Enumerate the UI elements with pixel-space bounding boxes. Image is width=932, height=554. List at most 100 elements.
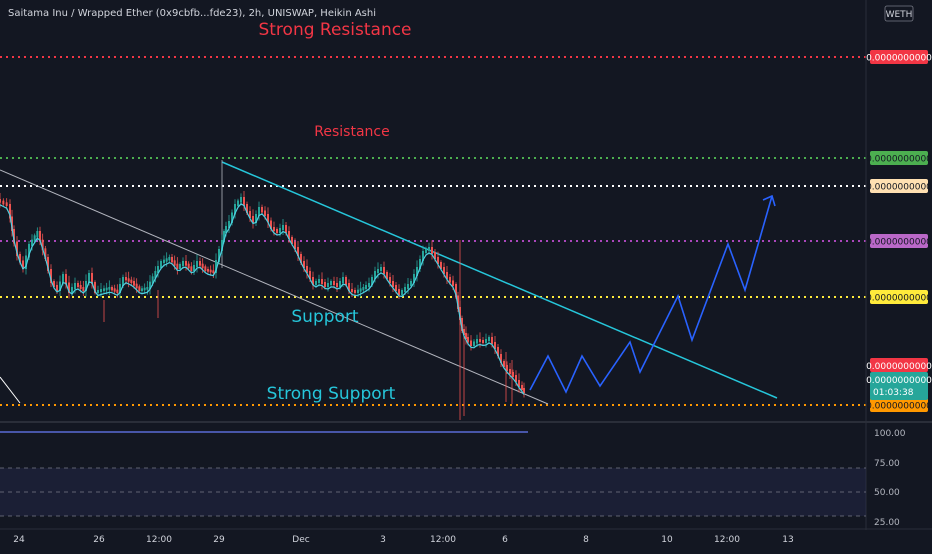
candle-body	[228, 221, 230, 228]
time-axis-label: 13	[782, 535, 793, 545]
candle-body	[374, 271, 376, 279]
candle-body	[249, 211, 251, 218]
candle-body	[5, 202, 8, 206]
candle-body	[127, 278, 130, 282]
candle-body	[77, 283, 79, 287]
candle-body	[291, 237, 293, 244]
candle-body	[119, 284, 121, 293]
candle-body	[39, 231, 41, 242]
candle-body	[246, 204, 248, 213]
symbol-title[interactable]: Saitama Inu / Wrapped Ether (0x9cbfb...f…	[8, 8, 376, 19]
candle-body	[149, 281, 151, 289]
candle-body	[82, 287, 85, 291]
candle-body	[512, 372, 514, 377]
candle-body	[68, 282, 70, 293]
last-price-red-badge	[870, 358, 928, 372]
oscillator-scale-label: 25.00	[874, 518, 900, 528]
white-level-badge	[870, 179, 928, 193]
candle-body	[485, 339, 487, 343]
time-axis-label: 29	[213, 535, 225, 545]
candle-body	[431, 247, 433, 254]
candle-body	[297, 247, 299, 256]
candle-body	[223, 231, 225, 242]
candle-body	[225, 226, 227, 233]
candle-body	[187, 263, 190, 269]
time-axis-label: 10	[661, 535, 673, 545]
candle-body	[41, 239, 44, 251]
strong-support-badge-text: 0.0000000000	[866, 402, 932, 412]
candle-body	[71, 287, 73, 293]
support-label: Support	[291, 307, 359, 327]
candle-body	[65, 274, 67, 285]
candle-body	[182, 261, 184, 266]
candle-body	[428, 247, 430, 251]
candle-body	[518, 380, 520, 387]
candle-body	[386, 272, 388, 279]
candle-body	[491, 337, 493, 344]
candle-body	[36, 231, 39, 238]
bar-countdown: 01:03:38	[873, 388, 914, 398]
candle-body	[62, 274, 64, 284]
candle-body	[218, 249, 220, 262]
candle-body	[264, 210, 266, 216]
candle-body	[446, 272, 448, 279]
candle-body	[336, 283, 338, 287]
descending-trendline	[221, 161, 778, 399]
support-badge	[870, 290, 928, 304]
candle-body	[111, 287, 113, 291]
moving-average-line	[0, 203, 525, 395]
candle-body	[201, 263, 204, 269]
candle-body	[342, 277, 344, 283]
candle-body	[407, 284, 409, 289]
candle-body	[9, 204, 11, 219]
candle-body	[50, 269, 52, 283]
candle-body	[440, 262, 442, 269]
candle-body	[368, 283, 370, 287]
candle-body	[285, 225, 287, 233]
candle-body	[276, 229, 278, 233]
time-axis-label: 6	[502, 535, 508, 545]
purple-level-badge-text: 0.0000000000	[866, 238, 932, 248]
time-axis[interactable]: 24 26 12:00 29 Dec 3 12:00 6 8 10 12:00 13	[13, 535, 793, 545]
candle-body	[22, 260, 24, 269]
candle-body	[13, 229, 15, 244]
strong-resistance-badge-text: 0.0000000000	[866, 54, 932, 64]
candle-body	[56, 285, 58, 291]
candle-body	[457, 295, 459, 309]
candle-body	[330, 281, 332, 285]
level-badges: 0.0000000000 0.0000000000 0.0000000000 0.00…	[866, 50, 932, 412]
candle-body	[179, 264, 181, 269]
candle-body	[141, 288, 143, 291]
candle-body	[523, 388, 525, 393]
candle-body	[389, 277, 391, 283]
candle-body	[357, 289, 359, 293]
candle-body	[503, 361, 505, 367]
candle-body	[113, 288, 116, 292]
candle-body	[461, 318, 463, 331]
candle-body	[398, 289, 400, 295]
candle-body	[345, 277, 347, 285]
candle-body	[303, 261, 305, 268]
candle-body	[377, 269, 379, 273]
candle-body	[410, 281, 412, 286]
quote-currency-badge[interactable]	[884, 5, 914, 22]
candle-body	[494, 342, 496, 349]
candle-body	[413, 274, 415, 283]
price-scale[interactable]	[866, 0, 932, 530]
candle-body	[488, 337, 490, 341]
candle-body	[185, 261, 187, 266]
candle-body	[53, 281, 55, 287]
time-axis-label: 8	[583, 535, 589, 545]
candle-body	[28, 244, 30, 258]
candle-body	[154, 271, 157, 279]
resistance-badge	[870, 151, 928, 165]
candle-body	[173, 260, 176, 266]
candle-body	[465, 333, 467, 339]
candle-body	[425, 249, 427, 253]
candle-body	[74, 283, 76, 289]
resistance-label: Resistance	[314, 124, 389, 140]
candle-body	[437, 257, 439, 264]
candle-body	[240, 197, 242, 203]
